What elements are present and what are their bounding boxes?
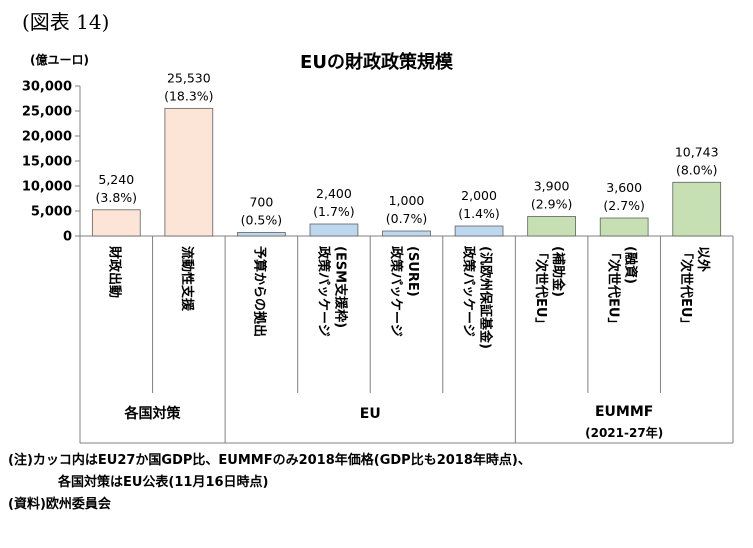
bar bbox=[454, 225, 504, 237]
category-label: (汎欧州保証基金) bbox=[478, 246, 494, 349]
category-label: 「次世代EU」 bbox=[678, 246, 694, 330]
category-label: (補助金) bbox=[550, 246, 566, 297]
value-label: 700 bbox=[249, 195, 273, 210]
note-line-2: 各国対策はEU公表(11月16日時点) bbox=[58, 475, 269, 490]
group-label: 各国対策 bbox=[124, 405, 182, 422]
category-label: (SURE) bbox=[405, 246, 420, 297]
value-label: 3,900 bbox=[534, 179, 570, 194]
y-tick-label: 5,000 bbox=[31, 205, 72, 220]
category-label: 財政出動 bbox=[106, 245, 122, 298]
y-tick-label: 20,000 bbox=[22, 130, 72, 145]
category-label: 政策パッケージ bbox=[315, 246, 331, 337]
gdp-share-label: (2.7%) bbox=[603, 198, 645, 213]
value-label: 25,530 bbox=[167, 70, 211, 85]
y-tick-label: 25,000 bbox=[22, 105, 72, 120]
value-label: 10,743 bbox=[675, 144, 719, 159]
category-label: (ESM支援枠) bbox=[332, 246, 348, 328]
group-subtitle: (2021-27年) bbox=[585, 425, 663, 440]
bar bbox=[382, 230, 431, 237]
value-label: 3,600 bbox=[606, 180, 642, 195]
chart-title: EUの財政政策規模 bbox=[300, 52, 453, 73]
y-tick-label: 10,000 bbox=[22, 180, 72, 195]
category-label: 政策パッケージ bbox=[388, 246, 404, 337]
category-label: 予算からの拠出 bbox=[251, 246, 267, 337]
y-tick-label: 15,000 bbox=[22, 155, 72, 170]
bar bbox=[599, 217, 649, 237]
category-label: 以外 bbox=[695, 246, 711, 272]
category-label: 政策パッケージ bbox=[461, 246, 477, 337]
y-axis-unit-label: (億ユーロ) bbox=[30, 53, 89, 67]
bar bbox=[237, 232, 286, 237]
category-label: 「次世代EU」 bbox=[533, 246, 549, 330]
category-label: 流動性支援 bbox=[179, 246, 195, 312]
gdp-share-label: (0.7%) bbox=[386, 211, 428, 226]
gdp-share-label: (3.8%) bbox=[96, 190, 138, 205]
gdp-share-label: (1.4%) bbox=[458, 206, 500, 221]
y-tick-label: 30,000 bbox=[22, 80, 72, 95]
y-tick-label: 0 bbox=[63, 230, 72, 245]
source-note: (資料)欧州委員会 bbox=[8, 497, 111, 512]
gdp-share-label: (2.9%) bbox=[531, 197, 573, 212]
value-label: 1,000 bbox=[389, 193, 425, 208]
bar bbox=[164, 107, 214, 237]
bar bbox=[672, 181, 722, 237]
group-label: EUMMF bbox=[595, 404, 653, 420]
figure-label: (図表 14) bbox=[22, 10, 110, 34]
gdp-share-label: (18.3%) bbox=[164, 88, 213, 103]
bar bbox=[527, 216, 576, 237]
category-label: 「次世代EU」 bbox=[606, 246, 622, 330]
note-line-1: (注)カッコ内はEU27か国GDP比、EUMMFのみ2018年価格(GDP比も2… bbox=[8, 453, 531, 468]
value-label: 2,400 bbox=[316, 186, 352, 201]
bar bbox=[91, 209, 141, 237]
gdp-share-label: (8.0%) bbox=[676, 162, 718, 177]
value-label: 5,240 bbox=[98, 172, 134, 187]
group-label: EU bbox=[360, 406, 381, 422]
gdp-share-label: (0.5%) bbox=[241, 213, 283, 228]
bar bbox=[309, 223, 359, 237]
category-label: (融資) bbox=[623, 246, 639, 284]
value-label: 2,000 bbox=[461, 188, 497, 203]
gdp-share-label: (1.7%) bbox=[313, 204, 355, 219]
